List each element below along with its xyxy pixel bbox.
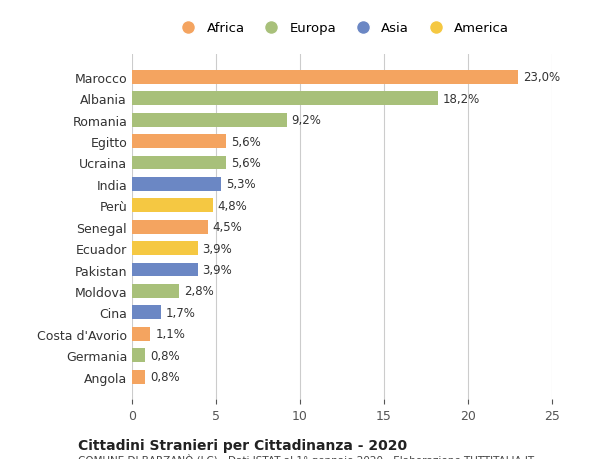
Text: Cittadini Stranieri per Cittadinanza - 2020: Cittadini Stranieri per Cittadinanza - 2… — [78, 438, 407, 452]
Bar — [132, 178, 221, 191]
Text: 4,8%: 4,8% — [218, 199, 247, 213]
Text: 3,9%: 3,9% — [203, 263, 232, 276]
Text: 5,6%: 5,6% — [231, 135, 261, 148]
Text: 3,9%: 3,9% — [203, 242, 232, 255]
Text: 2,8%: 2,8% — [184, 285, 214, 298]
Bar — [132, 92, 438, 106]
Text: 1,1%: 1,1% — [155, 328, 185, 341]
Bar — [132, 348, 145, 362]
Text: 4,5%: 4,5% — [212, 221, 242, 234]
Bar — [132, 284, 179, 298]
Bar — [132, 241, 197, 256]
Bar — [132, 71, 518, 84]
Bar — [132, 327, 151, 341]
Bar — [132, 113, 287, 127]
Text: 23,0%: 23,0% — [523, 71, 560, 84]
Bar — [132, 135, 226, 149]
Text: 0,8%: 0,8% — [151, 349, 180, 362]
Text: 5,6%: 5,6% — [231, 157, 261, 170]
Bar — [132, 306, 161, 319]
Bar — [132, 156, 226, 170]
Bar — [132, 220, 208, 234]
Text: 1,7%: 1,7% — [166, 306, 196, 319]
Bar — [132, 199, 212, 213]
Text: 5,3%: 5,3% — [226, 178, 256, 191]
Bar — [132, 370, 145, 384]
Text: 9,2%: 9,2% — [292, 114, 322, 127]
Legend: Africa, Europa, Asia, America: Africa, Europa, Asia, America — [170, 17, 514, 40]
Text: COMUNE DI BARZANÒ (LC) - Dati ISTAT al 1° gennaio 2020 - Elaborazione TUTTITALIA: COMUNE DI BARZANÒ (LC) - Dati ISTAT al 1… — [78, 453, 534, 459]
Bar — [132, 263, 197, 277]
Text: 0,8%: 0,8% — [151, 370, 180, 383]
Text: 18,2%: 18,2% — [443, 93, 480, 106]
